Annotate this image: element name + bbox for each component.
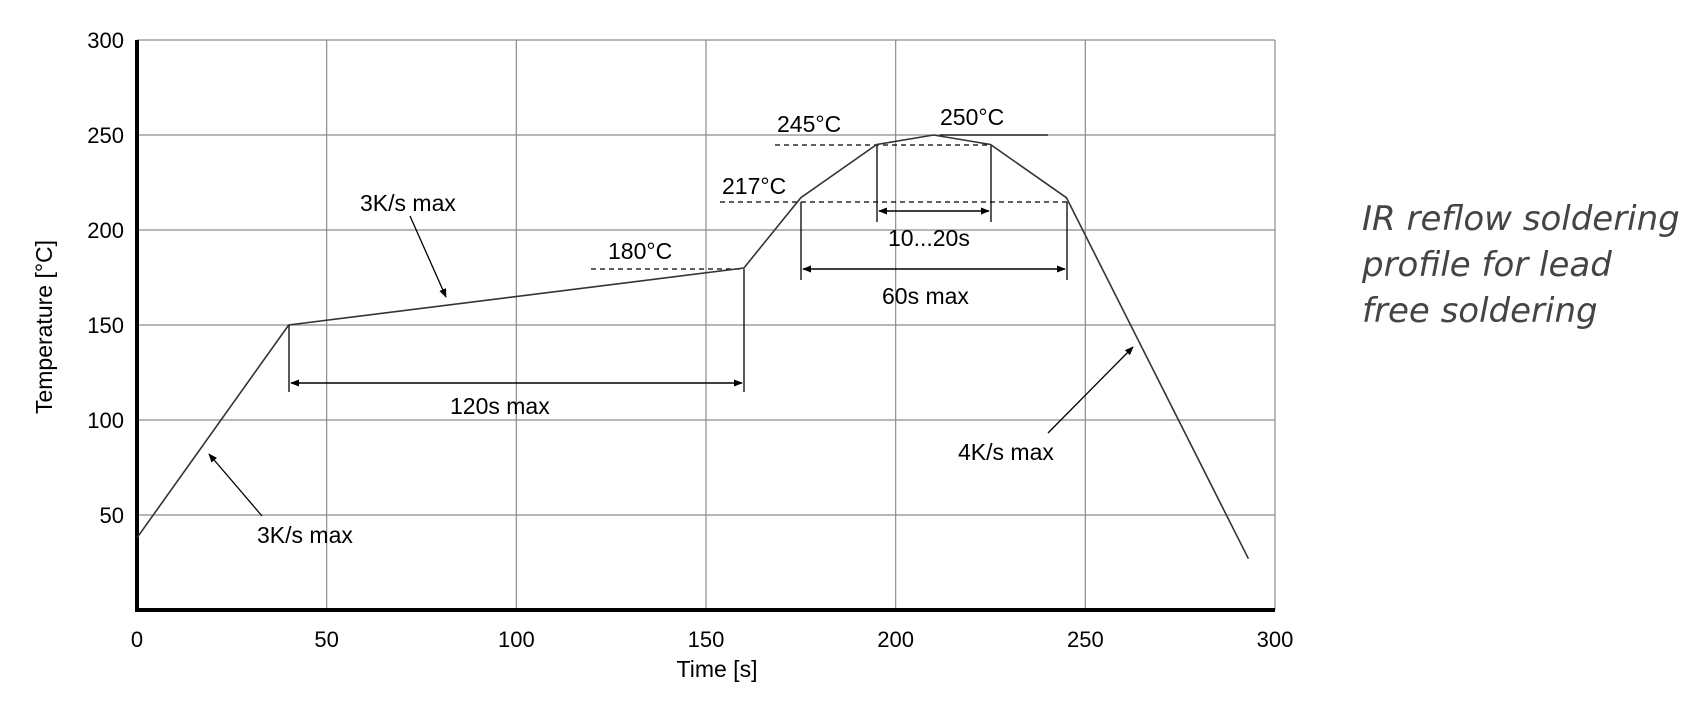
x-tick-label-5: 250 [1067, 627, 1104, 652]
pointer-cool-down [1047, 346, 1134, 434]
duration-arrows [290, 207, 1066, 387]
label-217c: 217°C [722, 173, 786, 199]
y-tick-label-2: 150 [87, 313, 124, 338]
label-245c: 245°C [777, 111, 841, 137]
y-tick-label-4: 250 [87, 123, 124, 148]
side-note-text: IR reflow soldering profile for lead fre… [1362, 199, 1680, 331]
label-180c: 180°C [608, 238, 672, 264]
x-tick-label-0: 0 [131, 627, 143, 652]
y-tick-label-0: 50 [100, 503, 124, 528]
label-60s-max: 60s max [882, 283, 969, 309]
grid-lines [137, 39, 1276, 610]
label-cool-down-rate: 4K/s max [958, 439, 1054, 465]
x-tick-label-3: 150 [688, 627, 725, 652]
duration-markers [288, 145, 1068, 392]
y-axis-title: Temperature [°C] [31, 240, 57, 414]
label-preheat-rate: 3K/s max [360, 190, 456, 216]
x-tick-label-4: 200 [877, 627, 914, 652]
label-ramp-up-rate: 3K/s max [257, 522, 353, 548]
y-tick-label-1: 100 [87, 408, 124, 433]
temperature-profile-line [136, 134, 1250, 560]
x-tick-label-2: 100 [498, 627, 535, 652]
y-tick-label-3: 200 [87, 218, 124, 243]
pointer-preheat [409, 215, 447, 298]
label-10-20s: 10...20s [888, 225, 970, 251]
label-120s-max: 120s max [450, 393, 550, 419]
x-axis-title: Time [s] [677, 656, 758, 682]
label-250c: 250°C [940, 104, 1004, 130]
y-tick-labels: 50 100 150 200 250 300 [87, 28, 124, 528]
x-tick-label-1: 50 [314, 627, 338, 652]
x-tick-labels: 0 50 100 150 200 250 300 [131, 627, 1293, 652]
annotation-labels: 3K/s max 3K/s max 4K/s max 180°C 217°C 2… [257, 104, 1054, 548]
reference-dashed-lines [591, 134, 1067, 270]
x-tick-label-6: 300 [1257, 627, 1294, 652]
pointer-ramp-up [208, 453, 263, 517]
slope-pointer-arrows [208, 215, 1134, 517]
y-tick-label-5: 300 [87, 28, 124, 53]
